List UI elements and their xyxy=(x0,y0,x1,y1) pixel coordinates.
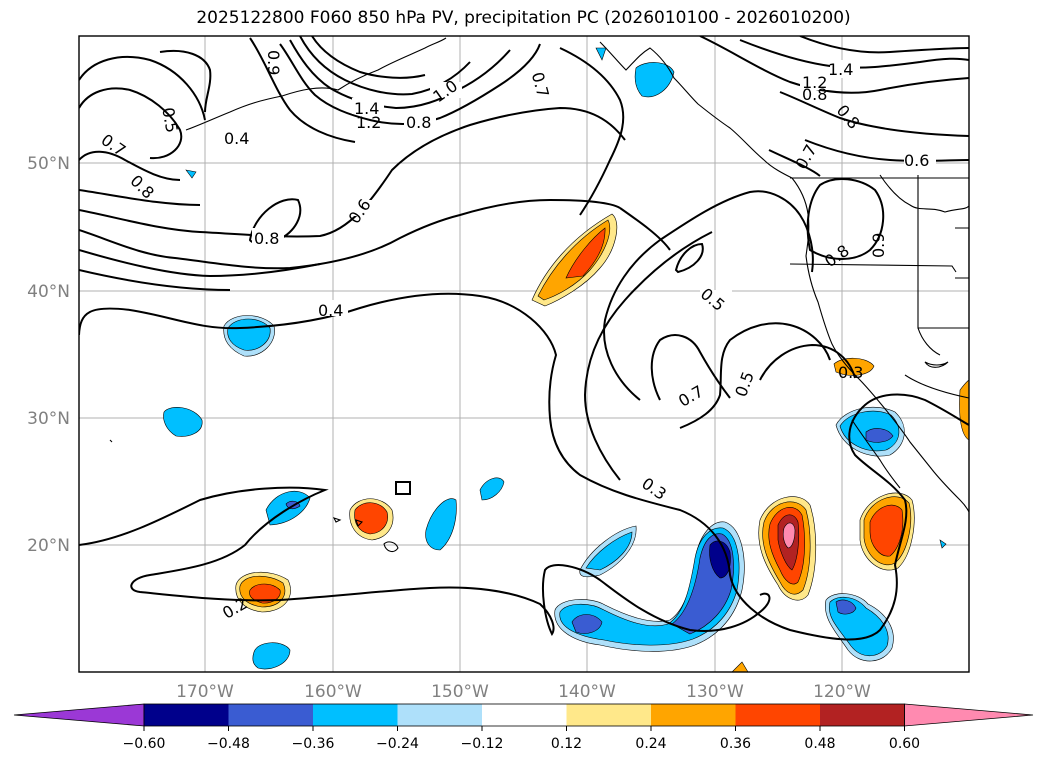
neg-blob-bc xyxy=(634,62,675,98)
neg-blob-w2 xyxy=(163,407,203,437)
colorbar-segment xyxy=(651,704,736,726)
lat-labels: 50°N 40°N 30°N 20°N xyxy=(27,154,70,556)
contour-label: 0.3 xyxy=(838,363,863,382)
contour-label: 0.9 xyxy=(869,233,888,258)
neg-blob-w4 xyxy=(425,498,457,551)
contour-label: 0.5 xyxy=(158,106,181,134)
contour-label: 0.9 xyxy=(264,50,283,75)
contour-label: 0.8 xyxy=(406,113,431,132)
colorbar-segment xyxy=(228,704,314,726)
colorbar-segment xyxy=(482,704,567,726)
contour-label: 0.6 xyxy=(904,151,929,170)
colorbar-tick-label: 0.36 xyxy=(720,736,751,752)
colorbar-tick-label: −0.48 xyxy=(207,736,250,752)
colorbar-tick-label: 0.24 xyxy=(635,736,666,752)
neg-blob-w5 xyxy=(479,477,505,501)
neg-blob-w7 xyxy=(252,642,291,670)
colorbar-extend-high xyxy=(904,703,1034,727)
colorbar-outline xyxy=(143,703,905,727)
map-border xyxy=(78,35,970,673)
colorbar-segment xyxy=(735,704,821,726)
lon-label: 130°W xyxy=(686,682,744,702)
colorbar-segment xyxy=(566,704,652,726)
contour-label: 0.8 xyxy=(254,229,279,248)
contour-label: 0.8 xyxy=(802,85,827,104)
colorbar-segment xyxy=(313,704,398,726)
lon-labels: 170°W 160°W 150°W 140°W 130°W 120°W xyxy=(176,682,871,702)
lat-label: 40°N xyxy=(27,282,70,302)
pv-contours xyxy=(79,36,969,641)
colorbar-tick-label: 0.48 xyxy=(804,736,835,752)
lon-label: 120°W xyxy=(813,682,871,702)
colorbar-segment xyxy=(397,704,483,726)
lon-label: 170°W xyxy=(176,682,234,702)
map-title: 2025122800 F060 850 hPa PV, precipitatio… xyxy=(196,8,851,28)
contour-label: 0.4 xyxy=(318,301,343,320)
lon-label: 160°W xyxy=(304,682,362,702)
contour-label: 0.4 xyxy=(224,129,249,148)
colorbar-segment xyxy=(144,704,229,726)
lon-label: 140°W xyxy=(558,682,616,702)
colorbar-tick-label: −0.36 xyxy=(292,736,335,752)
colorbar-tick-label: −0.24 xyxy=(376,736,419,752)
lat-label: 20°N xyxy=(27,536,70,556)
lon-label: 150°W xyxy=(431,682,489,702)
colorbar-extend-low xyxy=(13,703,145,727)
lat-label: 30°N xyxy=(27,409,70,429)
colorbar-tick-label: 0.12 xyxy=(551,736,582,752)
colorbar-tick-label: −0.60 xyxy=(123,736,166,752)
contour-label: 1.4 xyxy=(828,60,853,79)
map-plot-area xyxy=(79,36,969,672)
colorbar-segment xyxy=(820,704,905,726)
contour-label: 1.4 xyxy=(354,99,379,118)
contour-label: 1.2 xyxy=(802,73,827,92)
lat-label: 50°N xyxy=(27,154,70,174)
colorbar: −0.60 −0.48 −0.36 −0.24 −0.12 0.12 0.24 0.36 0.4… xyxy=(13,703,1034,752)
contour-label: 1.2 xyxy=(356,113,381,132)
precip-fill xyxy=(163,47,969,672)
colorbar-tick-label: 0.60 xyxy=(889,736,920,752)
colorbar-tick-label: −0.12 xyxy=(461,736,504,752)
